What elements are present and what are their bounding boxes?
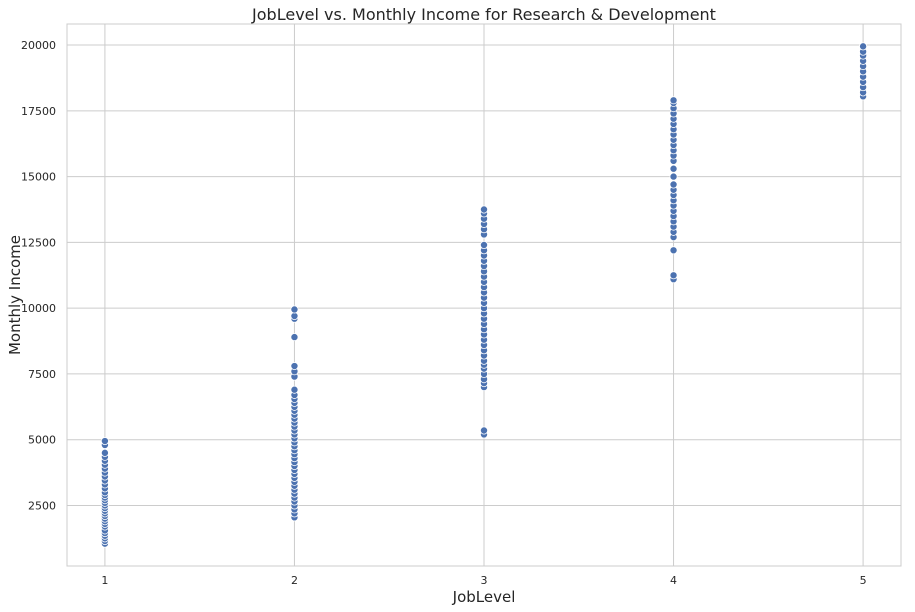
data-point xyxy=(290,305,299,314)
data-point xyxy=(669,96,678,105)
data-point xyxy=(479,205,488,214)
data-point xyxy=(290,362,299,371)
y-tick-label: 12500 xyxy=(21,236,56,249)
y-tick-label: 20000 xyxy=(21,39,56,52)
data-point xyxy=(100,448,109,457)
data-point xyxy=(100,437,109,446)
y-tick-labels: 2500 5000 7500 10000 12500 15000 17500 20000 xyxy=(21,39,56,512)
data-point xyxy=(669,164,678,173)
data-point xyxy=(669,180,678,189)
x-tick-label: 2 xyxy=(291,574,298,587)
y-tick-label: 5000 xyxy=(28,434,56,447)
plot-area-frame xyxy=(66,23,902,567)
y-tick-label: 15000 xyxy=(21,171,56,184)
data-point xyxy=(479,426,488,435)
x-tick-label: 4 xyxy=(670,574,677,587)
y-tick-label: 2500 xyxy=(28,499,56,512)
x-tick-label: 3 xyxy=(481,574,488,587)
y-tick-label: 17500 xyxy=(21,105,56,118)
chart-title: JobLevel vs. Monthly Income for Research… xyxy=(251,5,716,24)
y-axis-label: Monthly Income xyxy=(6,235,24,355)
data-points xyxy=(100,42,868,548)
data-point xyxy=(669,172,678,181)
data-point xyxy=(290,333,299,342)
x-tick-label: 5 xyxy=(860,574,867,587)
data-point xyxy=(290,312,299,321)
y-tick-label: 7500 xyxy=(28,368,56,381)
data-point xyxy=(479,241,488,250)
y-tick-label: 10000 xyxy=(21,302,56,315)
data-point xyxy=(290,385,299,394)
data-point xyxy=(669,271,678,280)
data-point xyxy=(859,42,868,51)
x-axis-label: JobLevel xyxy=(452,588,516,606)
x-tick-labels: 1 2 3 4 5 xyxy=(101,574,866,587)
data-point xyxy=(669,246,678,255)
x-tick-label: 1 xyxy=(101,574,108,587)
